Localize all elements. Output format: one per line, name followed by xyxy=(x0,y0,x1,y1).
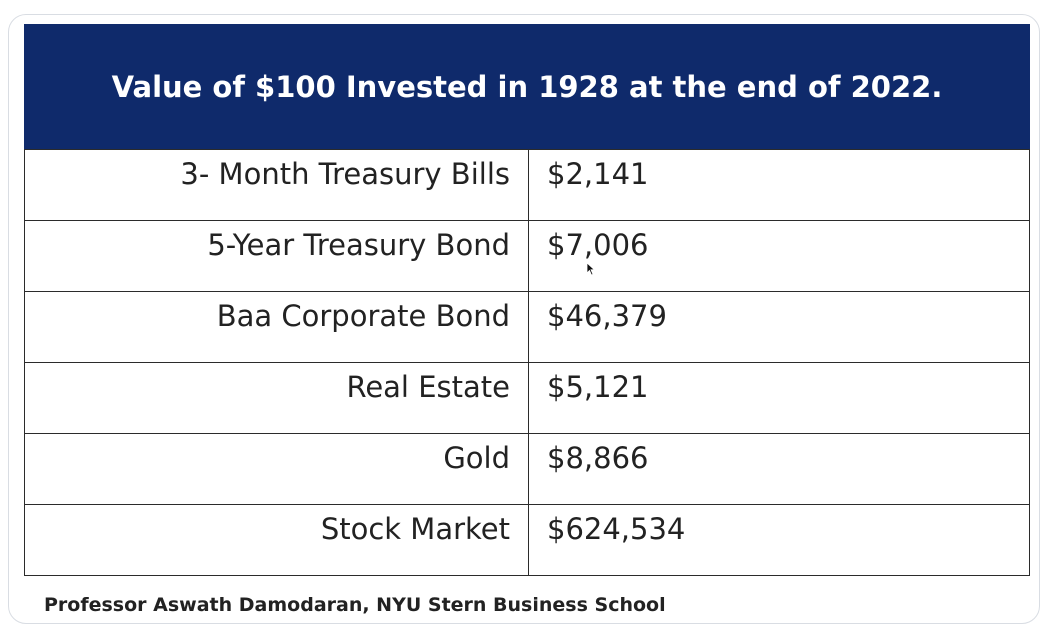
asset-label: Stock Market xyxy=(24,504,529,576)
table-row: Baa Corporate Bond $46,379 xyxy=(24,291,1030,363)
table-title: Value of $100 Invested in 1928 at the en… xyxy=(24,24,1030,149)
asset-label: Baa Corporate Bond xyxy=(24,291,529,363)
asset-label: Gold xyxy=(24,433,529,505)
returns-table: Value of $100 Invested in 1928 at the en… xyxy=(24,24,1030,576)
asset-value: $2,141 xyxy=(528,149,1030,221)
asset-value: $7,006 xyxy=(528,220,1030,292)
source-caption: Professor Aswath Damodaran, NYU Stern Bu… xyxy=(44,594,666,616)
table-row: Real Estate $5,121 xyxy=(24,362,1030,434)
asset-value: $5,121 xyxy=(528,362,1030,434)
returns-table-body: 3- Month Treasury Bills $2,141 5-Year Tr… xyxy=(24,149,1030,576)
table-row: Gold $8,866 xyxy=(24,433,1030,505)
asset-value: $46,379 xyxy=(528,291,1030,363)
asset-value: $624,534 xyxy=(528,504,1030,576)
asset-label: 5-Year Treasury Bond xyxy=(24,220,529,292)
asset-label: Real Estate xyxy=(24,362,529,434)
table-row: 3- Month Treasury Bills $2,141 xyxy=(24,149,1030,221)
table-row: 5-Year Treasury Bond $7,006 xyxy=(24,220,1030,292)
asset-value: $8,866 xyxy=(528,433,1030,505)
table-row: Stock Market $624,534 xyxy=(24,504,1030,576)
asset-label: 3- Month Treasury Bills xyxy=(24,149,529,221)
